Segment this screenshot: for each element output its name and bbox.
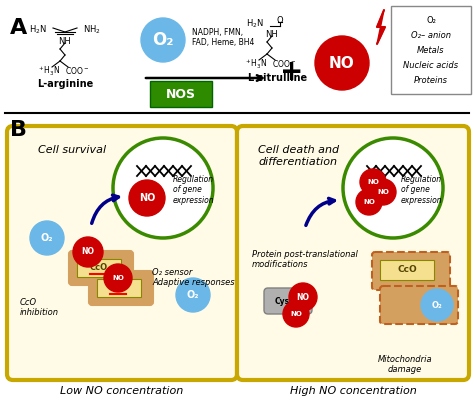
- Circle shape: [370, 179, 396, 205]
- Circle shape: [315, 36, 369, 90]
- Text: CcO: CcO: [397, 266, 417, 274]
- Text: Nucleic acids: Nucleic acids: [403, 61, 458, 70]
- Text: O₂: O₂: [152, 31, 174, 49]
- Circle shape: [113, 138, 213, 238]
- Text: $\mathsf{COO^-}$: $\mathsf{COO^-}$: [272, 58, 296, 69]
- Text: A: A: [10, 18, 27, 38]
- Text: NOS: NOS: [166, 87, 196, 100]
- Text: $\mathsf{H_2N}$: $\mathsf{H_2N}$: [246, 18, 264, 31]
- Text: Protein post-translational
modifications: Protein post-translational modifications: [252, 250, 358, 269]
- Polygon shape: [377, 10, 385, 44]
- Text: Regulation
of gene
expression: Regulation of gene expression: [401, 175, 443, 205]
- FancyBboxPatch shape: [7, 126, 237, 380]
- Text: NO: NO: [290, 311, 302, 317]
- Text: $\mathsf{COO^-}$: $\mathsf{COO^-}$: [65, 65, 90, 76]
- Text: L-citrulline: L-citrulline: [247, 73, 307, 83]
- Text: O₂– anion: O₂– anion: [411, 31, 451, 40]
- Circle shape: [176, 278, 210, 312]
- FancyBboxPatch shape: [237, 126, 469, 380]
- Circle shape: [421, 289, 453, 321]
- Circle shape: [104, 264, 132, 292]
- Text: B: B: [10, 120, 27, 140]
- Text: Regulation
of gene
expression: Regulation of gene expression: [173, 175, 215, 205]
- Circle shape: [283, 301, 309, 327]
- Text: NO: NO: [377, 189, 389, 195]
- Circle shape: [289, 283, 317, 311]
- Text: NO: NO: [329, 56, 355, 71]
- Text: O₂: O₂: [432, 301, 442, 310]
- Text: $\mathsf{H_2N}$: $\mathsf{H_2N}$: [29, 24, 47, 37]
- Circle shape: [360, 169, 386, 195]
- FancyBboxPatch shape: [97, 279, 141, 297]
- Text: NO: NO: [139, 193, 155, 203]
- FancyBboxPatch shape: [89, 271, 153, 305]
- Circle shape: [73, 237, 103, 267]
- Circle shape: [30, 221, 64, 255]
- Text: $\mathsf{^+H_3N}$: $\mathsf{^+H_3N}$: [244, 58, 267, 71]
- Text: Cys: Cys: [274, 297, 290, 305]
- Text: O₂: O₂: [187, 290, 199, 300]
- FancyBboxPatch shape: [264, 288, 312, 314]
- FancyBboxPatch shape: [380, 286, 458, 324]
- Text: +: +: [280, 58, 304, 86]
- Text: $\mathsf{NH_2}$: $\mathsf{NH_2}$: [83, 24, 101, 37]
- Text: Proteins: Proteins: [414, 76, 448, 85]
- Text: NO: NO: [112, 275, 124, 281]
- FancyBboxPatch shape: [391, 6, 471, 94]
- FancyBboxPatch shape: [380, 260, 434, 280]
- Text: O₂ sensor
Adaptive responses: O₂ sensor Adaptive responses: [152, 268, 235, 287]
- Text: CcO: CcO: [110, 283, 128, 293]
- Text: CcO
inhibition: CcO inhibition: [20, 298, 59, 318]
- Text: NH: NH: [59, 37, 72, 46]
- Text: Mitochondria
damage: Mitochondria damage: [378, 355, 432, 374]
- Circle shape: [356, 189, 382, 215]
- FancyBboxPatch shape: [372, 252, 450, 290]
- Circle shape: [141, 18, 185, 62]
- Text: NO: NO: [82, 247, 94, 256]
- FancyBboxPatch shape: [150, 81, 212, 107]
- Text: O₂: O₂: [426, 16, 436, 25]
- Text: Metals: Metals: [417, 46, 445, 55]
- FancyBboxPatch shape: [69, 251, 133, 285]
- Text: NO: NO: [297, 293, 310, 301]
- Text: NADPH, FMN,
FAD, Heme, BH4: NADPH, FMN, FAD, Heme, BH4: [192, 28, 255, 48]
- Text: High NO concentration: High NO concentration: [290, 386, 416, 396]
- Text: $\mathsf{^+H_3N}$: $\mathsf{^+H_3N}$: [36, 65, 60, 78]
- Text: CcO: CcO: [90, 264, 108, 272]
- Text: L-arginine: L-arginine: [37, 79, 93, 89]
- Text: O: O: [277, 16, 283, 25]
- Text: NO: NO: [363, 199, 375, 205]
- Text: Low NO concentration: Low NO concentration: [60, 386, 183, 396]
- Text: NH: NH: [265, 30, 278, 39]
- Text: Cell death and
differentiation: Cell death and differentiation: [258, 145, 339, 166]
- Text: O₂: O₂: [41, 233, 53, 243]
- Text: Cell survival: Cell survival: [38, 145, 106, 155]
- Circle shape: [129, 180, 165, 216]
- FancyBboxPatch shape: [77, 259, 121, 277]
- Text: NO: NO: [367, 179, 379, 185]
- Circle shape: [343, 138, 443, 238]
